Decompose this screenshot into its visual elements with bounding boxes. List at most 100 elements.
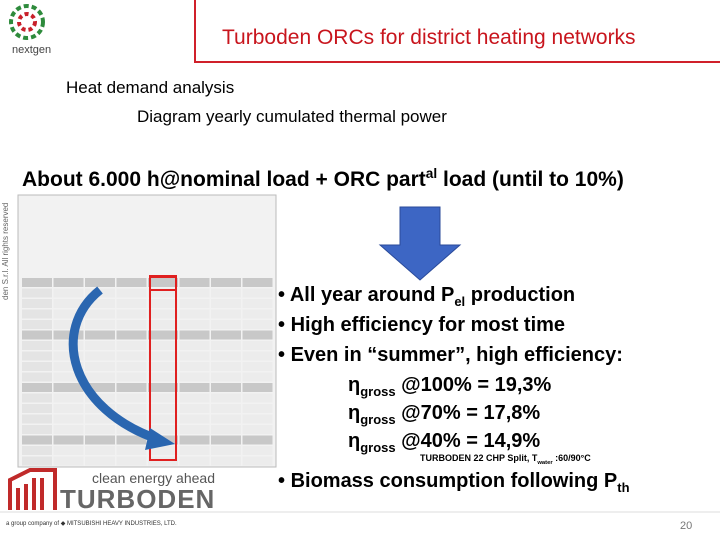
table-cell: [53, 330, 84, 340]
table-cell: [148, 414, 178, 424]
table-cell: [242, 404, 273, 413]
table-cell: [148, 278, 178, 287]
table-cell: [242, 320, 273, 329]
table-cell: [211, 278, 241, 287]
bullet-text: Even in “summer”, high efficiency:: [290, 344, 623, 366]
table-cell: [211, 288, 241, 298]
table-cell: [85, 446, 115, 455]
table-cell: [22, 425, 52, 434]
table-cell: [85, 372, 115, 382]
table-cell: [22, 383, 52, 392]
table-cell: [85, 351, 115, 361]
table-cell: [85, 299, 115, 308]
table-cell: [242, 414, 273, 424]
table-cell: [148, 393, 178, 403]
table-cell: [211, 456, 241, 466]
table-cell: [242, 351, 273, 361]
table-cell: [22, 299, 52, 308]
table-cell: [85, 320, 115, 329]
table-cell: [148, 425, 178, 434]
table-cell: [148, 341, 178, 350]
table-cell: [22, 320, 52, 329]
table-cell: [211, 435, 241, 445]
table-cell: [116, 351, 147, 361]
table-cell: [242, 456, 273, 466]
table-cell: [85, 425, 115, 434]
table-cell: [211, 393, 241, 403]
table-cell: [242, 278, 273, 287]
eta-sub: gross: [360, 412, 396, 427]
brand: TURBODEN: [60, 484, 216, 514]
table-cell: [116, 362, 147, 371]
table-cell: [179, 425, 210, 434]
eta: η: [348, 430, 361, 452]
table-cell: [179, 383, 210, 392]
table-cell: [211, 383, 241, 392]
table-cell: [116, 278, 147, 287]
table-cell: [85, 362, 115, 371]
table-cell: [179, 351, 210, 361]
table-cell: [242, 288, 273, 298]
table-cell: [242, 299, 273, 308]
efficiency: ηgross @100% = 19,3%: [348, 374, 551, 399]
table-cell: [116, 456, 147, 466]
group-note: a group company of ◆ MITSUBISHI HEAVY IN…: [6, 521, 177, 527]
bullet: • Even in “summer”, high efficiency:: [278, 344, 623, 366]
table-cell: [22, 288, 52, 298]
table-cell: [148, 362, 178, 371]
table-cell: [53, 393, 84, 403]
table-cell: [85, 383, 115, 392]
table-cell: [53, 288, 84, 298]
bullet-text: Biomass consumption following P: [290, 470, 618, 492]
bullet: • All year around Pel production: [278, 284, 576, 309]
subtitle: Heat demand analysis: [66, 78, 235, 97]
note: TURBODEN 22 CHP Split, Twater :60/90°C: [420, 453, 591, 466]
table-cell: [22, 362, 52, 371]
subsubtitle: Diagram yearly cumulated thermal power: [137, 107, 447, 126]
table-cell: [242, 446, 273, 455]
bullet-sub: th: [617, 480, 630, 495]
table-cell: [53, 309, 84, 319]
table-cell: [22, 309, 52, 319]
table-cell: [211, 372, 241, 382]
table-cell: [242, 341, 273, 350]
table-cell: [85, 435, 115, 445]
table-cell: [242, 372, 273, 382]
table-cell: [211, 299, 241, 308]
slide-title: Turboden ORCs for district heating netwo…: [222, 26, 636, 49]
table-cell: [211, 309, 241, 319]
table-cell: [179, 404, 210, 413]
bullet-sub: el: [454, 294, 466, 309]
table-cell: [116, 372, 147, 382]
table-cell: [116, 288, 147, 298]
table-cell: [85, 341, 115, 350]
copyright: den S.r.l. All rights reserved: [1, 202, 10, 300]
table-cell: [148, 320, 178, 329]
table-cell: [148, 404, 178, 413]
tagline: clean energy ahead: [92, 470, 215, 486]
table-cell: [242, 383, 273, 392]
eta-sub: gross: [360, 440, 396, 455]
table-cell: [211, 404, 241, 413]
eta-sub: gross: [360, 384, 396, 399]
note-sub: water: [537, 459, 553, 466]
table-cell: [53, 320, 84, 329]
table-cell: [22, 330, 52, 340]
table-cell: [179, 372, 210, 382]
table-cell: [148, 299, 178, 308]
eta-text: @40% = 14,9%: [395, 430, 541, 452]
table-cell: [179, 414, 210, 424]
table-cell: [179, 309, 210, 319]
table-cell: [116, 383, 147, 392]
table-cell: [179, 288, 210, 298]
table-cell: [211, 330, 241, 340]
table-cell: [116, 446, 147, 455]
table-cell: [85, 456, 115, 466]
bullet-text: High efficiency for most time: [290, 314, 566, 336]
table-cell: [242, 425, 273, 434]
table-cell: [53, 446, 84, 455]
table-cell: [116, 393, 147, 403]
table-cell: [53, 404, 84, 413]
table-cell: [179, 278, 210, 287]
